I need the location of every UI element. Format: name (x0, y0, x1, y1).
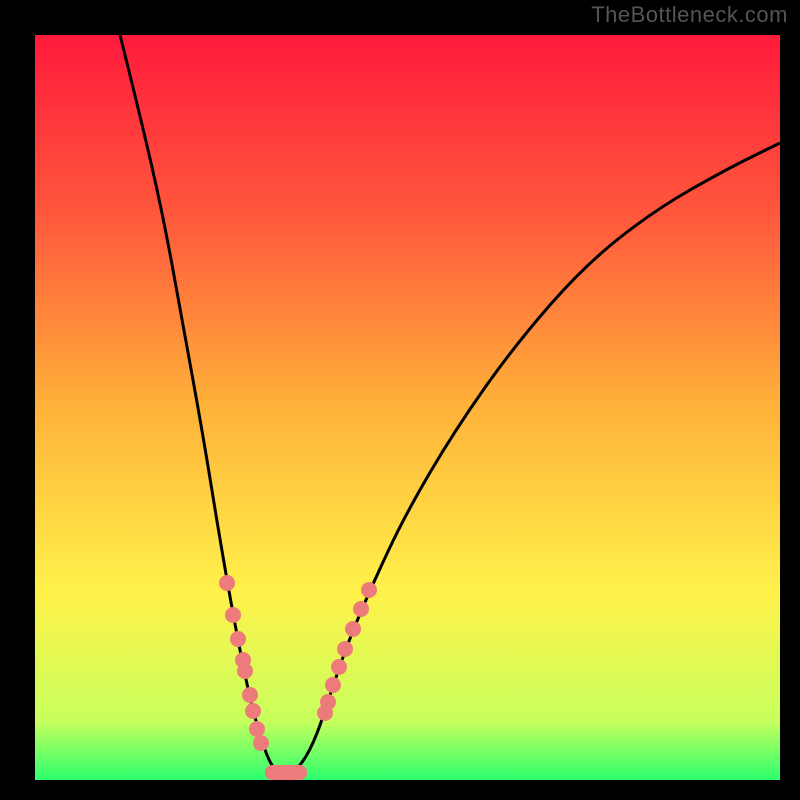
marker-left (253, 735, 269, 751)
chart-svg (35, 35, 780, 780)
marker-left (219, 575, 235, 591)
marker-right (353, 601, 369, 617)
curve-right-branch (293, 143, 780, 773)
marker-right (331, 659, 347, 675)
marker-right (345, 621, 361, 637)
marker-valley-bar (265, 765, 307, 780)
curve-left-branch (120, 35, 279, 773)
marker-left (225, 607, 241, 623)
plot-area (35, 35, 780, 780)
marker-right (361, 582, 377, 598)
chart-frame: TheBottleneck.com (0, 0, 800, 800)
marker-left (249, 721, 265, 737)
marker-left (242, 687, 258, 703)
marker-right (337, 641, 353, 657)
marker-right (320, 694, 336, 710)
marker-right (325, 677, 341, 693)
watermark-text: TheBottleneck.com (591, 2, 788, 28)
marker-left (230, 631, 246, 647)
marker-left (245, 703, 261, 719)
marker-left (237, 663, 253, 679)
